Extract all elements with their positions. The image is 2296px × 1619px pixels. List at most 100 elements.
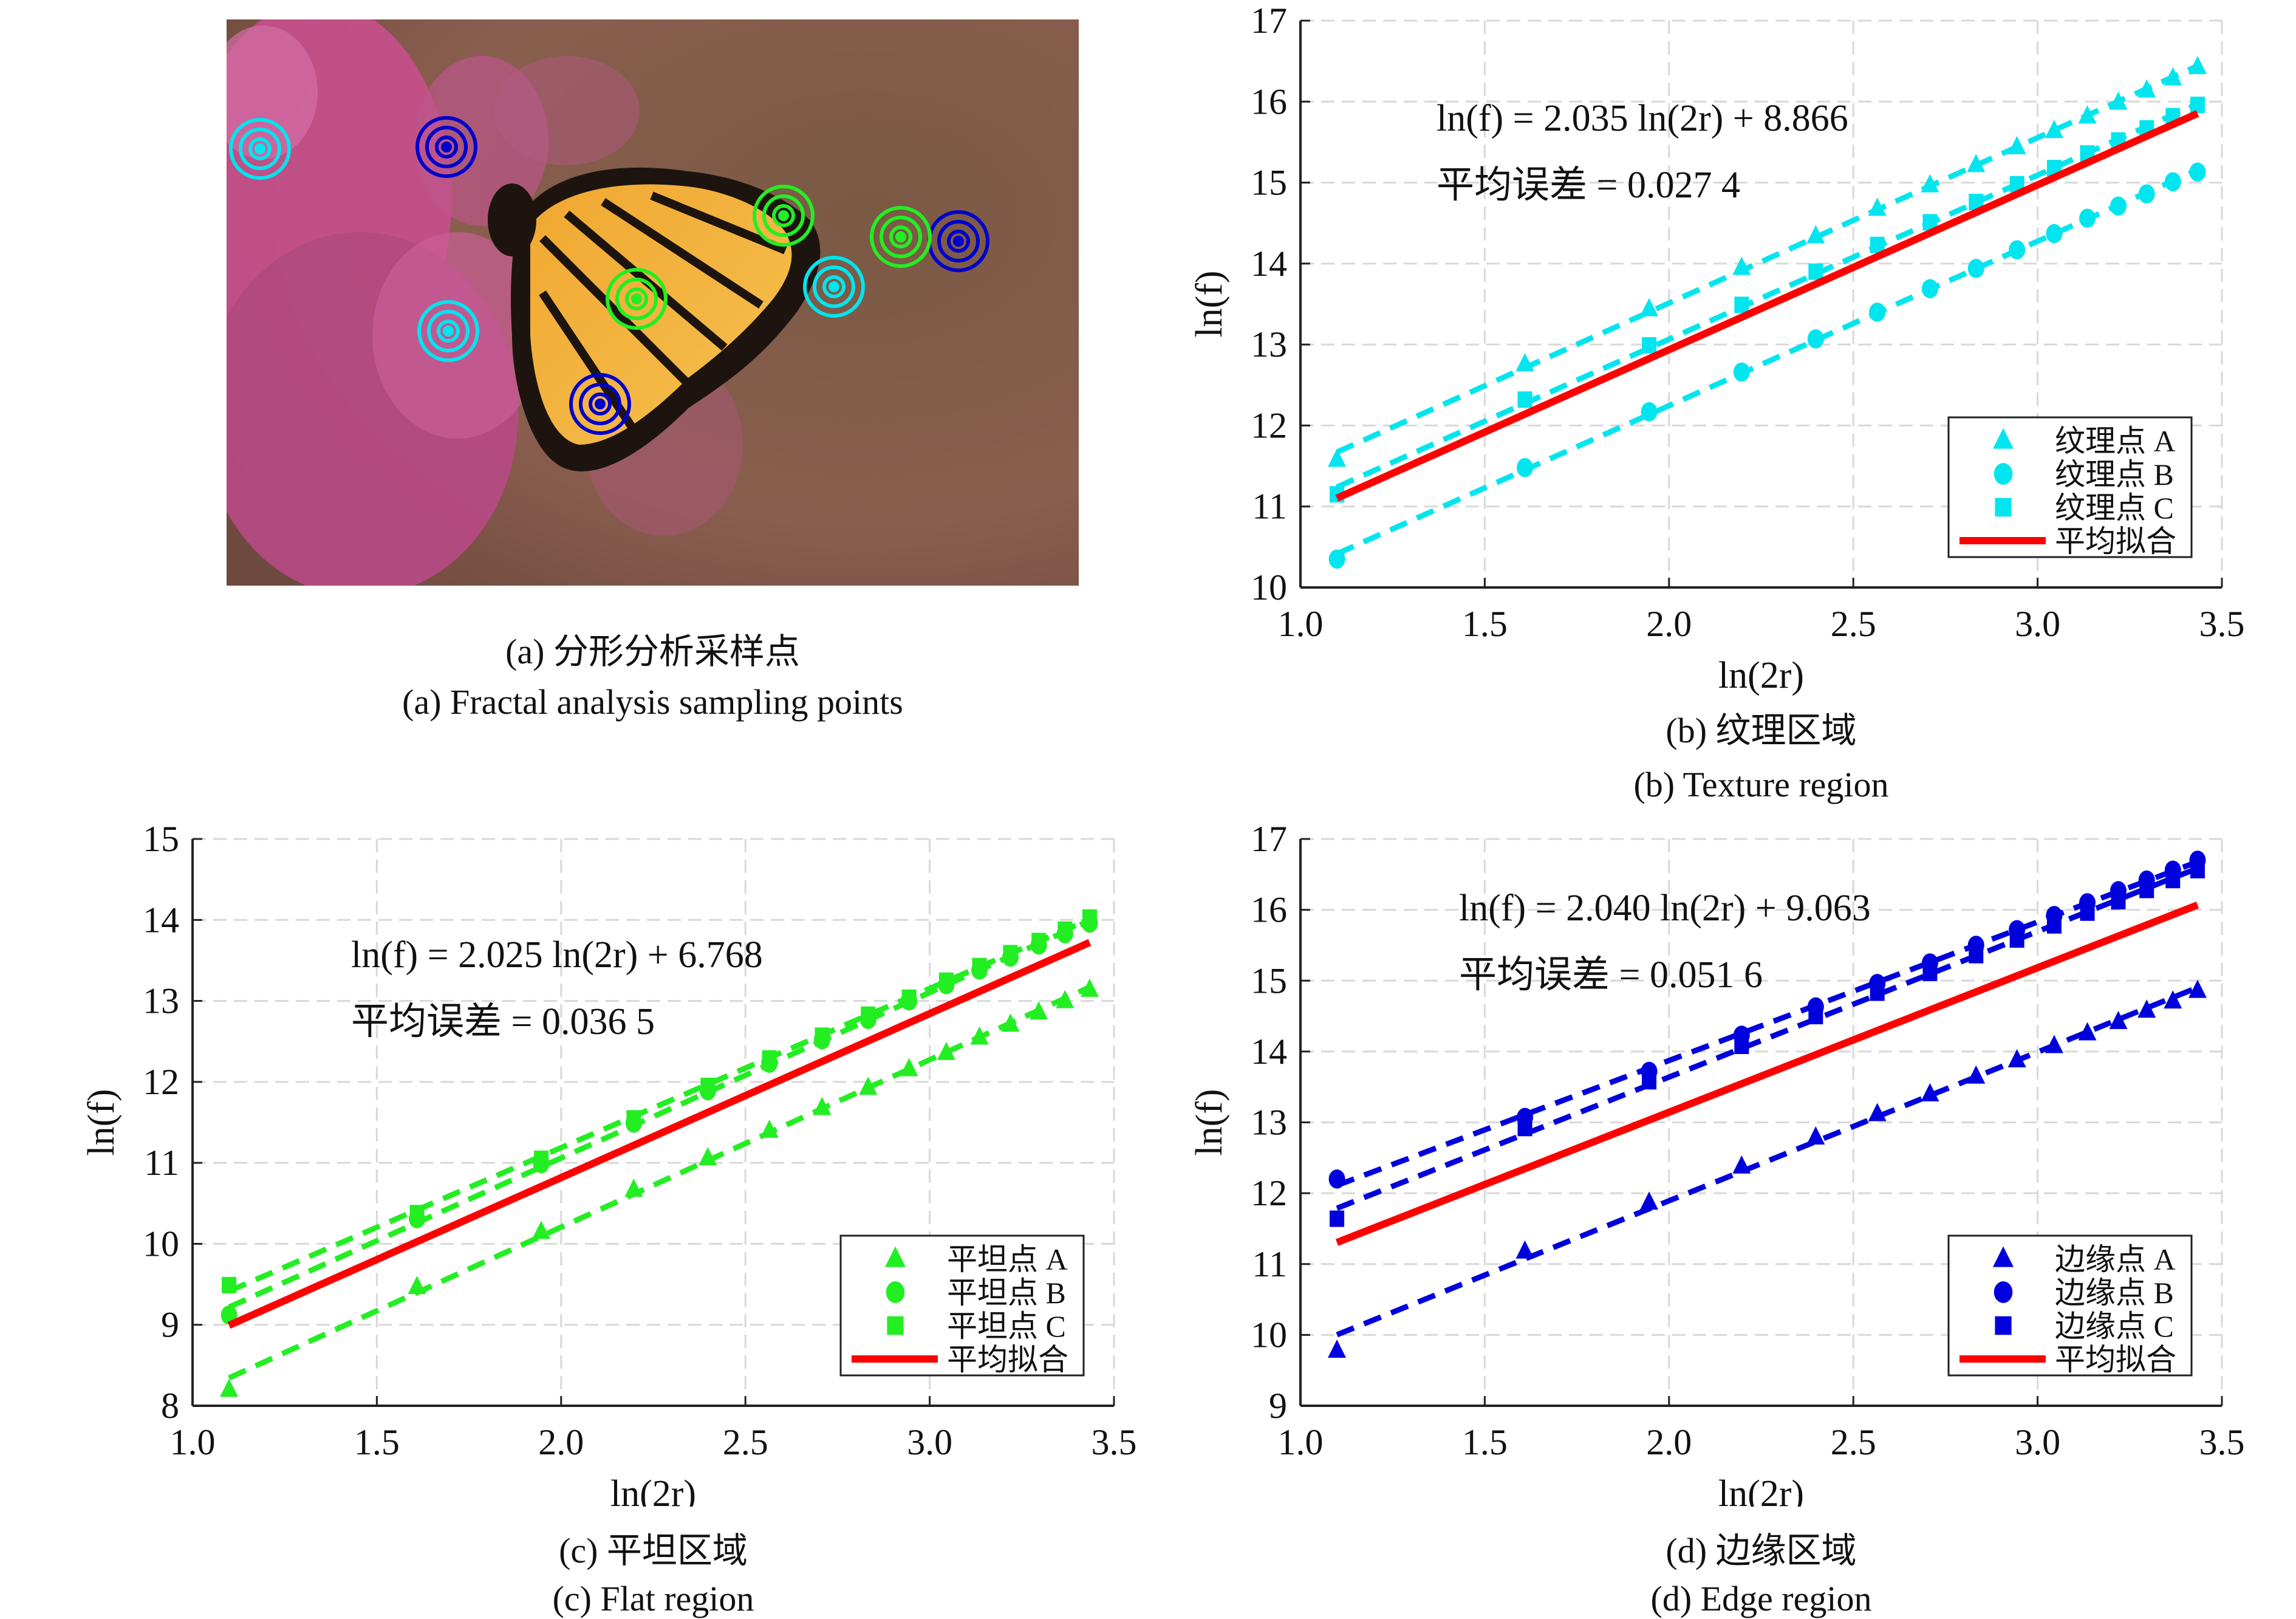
data-point-triangle [937, 1041, 955, 1060]
y-tick-label: 15 [143, 819, 179, 859]
x-tick-label: 2.5 [723, 1422, 768, 1462]
y-tick-label: 13 [143, 981, 179, 1021]
data-point-triangle [1921, 1083, 1939, 1101]
data-point-triangle [1732, 1155, 1751, 1174]
x-tick-label: 2.0 [1646, 604, 1692, 644]
series-3 [222, 909, 1097, 1294]
data-point-triangle [2137, 79, 2156, 98]
data-point-square [972, 957, 987, 974]
legend-label: 边缘点 A [2055, 1242, 2176, 1276]
data-point-triangle [1640, 298, 1659, 317]
sampling-marker-flat [870, 206, 932, 268]
legend-box [839, 1234, 1085, 1377]
data-point-circle [1807, 329, 1824, 349]
y-tick-label: 12 [1251, 405, 1287, 445]
y-tick-label: 17 [1251, 1, 1287, 41]
data-point-triangle [1328, 1340, 1347, 1358]
mean-fit-line [1335, 110, 2199, 502]
data-point-square [2046, 917, 2062, 934]
series-fit-line [1336, 167, 2199, 556]
data-point-triangle [2137, 999, 2156, 1018]
data-point-triangle [2045, 1035, 2063, 1053]
legend-label-fit: 平均拟合 [947, 1343, 1068, 1377]
mean-fit-line [227, 939, 1092, 1329]
y-tick-label: 10 [1251, 1315, 1287, 1355]
data-point-square [409, 1205, 425, 1222]
data-point-square [2111, 893, 2126, 910]
data-point-square [901, 989, 917, 1006]
caption-b-en: (b) Texture region [1633, 765, 1889, 804]
series-2 [1328, 162, 2206, 569]
data-point-square [1031, 933, 1047, 950]
caption-d-en: (d) Edge region [1650, 1579, 1872, 1618]
data-point-circle [1641, 402, 1658, 422]
data-point-triangle [1080, 978, 1099, 997]
x-tick-label: 3.5 [2199, 1422, 2245, 1462]
data-point-triangle [1640, 1191, 1659, 1210]
legend-marker-square-square [1995, 498, 2012, 517]
data-point-triangle [532, 1220, 551, 1239]
x-tick-label: 1.5 [354, 1422, 400, 1462]
data-point-square [1922, 964, 1938, 981]
y-tick-label: 9 [1269, 1386, 1287, 1426]
data-point-square [2080, 904, 2095, 921]
legend-label: 边缘点 C [2055, 1309, 2174, 1343]
legend-marker-square-square [887, 1316, 904, 1335]
data-point-square [815, 1027, 830, 1044]
y-tick-label: 15 [1251, 960, 1287, 1001]
legend-label-fit: 平均拟合 [2055, 524, 2176, 558]
sampling-marker-flat [753, 185, 815, 247]
data-point-triangle [2007, 1049, 2026, 1067]
caption-b-cn: (b) 纹理区域 [1666, 711, 1857, 750]
data-point-triangle [2188, 55, 2207, 74]
data-point-triangle [2164, 990, 2182, 1009]
data-point-triangle [1921, 174, 1939, 193]
legend-label: 纹理点 B [2055, 457, 2174, 491]
legend-marker-triangle-triangle [885, 1246, 906, 1267]
data-point-square [1082, 909, 1097, 926]
data-point-square [2165, 872, 2181, 889]
data-point-square [626, 1110, 641, 1127]
data-point-triangle [859, 1076, 878, 1095]
data-point-square [1057, 921, 1073, 938]
data-point-square [1517, 391, 1532, 408]
data-point-triangle [1515, 353, 1534, 372]
y-tick-label: 16 [1251, 81, 1287, 122]
series-1 [1328, 55, 2207, 467]
data-point-triangle [2164, 67, 2182, 86]
data-point-triangle [1806, 225, 1825, 244]
fit-equation: ln(f) = 2.035 ln(2r) + 8.866 [1437, 98, 1848, 139]
sampling-marker-texture [417, 300, 479, 362]
y-axis-label: ln(f) [1189, 1089, 1230, 1155]
legend-label: 平坦点 A [947, 1242, 1068, 1276]
data-point-triangle [408, 1276, 426, 1295]
data-point-square [1642, 1073, 1657, 1090]
mean-fit-line [1335, 902, 2199, 1246]
data-point-triangle [1001, 1013, 1020, 1032]
data-point-triangle [2188, 979, 2207, 998]
data-point-square [1734, 296, 1749, 313]
x-tick-label: 1.0 [1278, 604, 1324, 644]
chart-edge-region: 1.0 1.5 2.0 2.5 3.0 3.5 9 10 11 12 13 14 15 16 17 ln(2r… [1189, 819, 2245, 1507]
data-point-square [1870, 984, 1885, 1001]
y-tick-label: 14 [143, 900, 179, 940]
data-point-triangle [1967, 1065, 1986, 1084]
data-point-square [2139, 881, 2154, 898]
data-point-circle [1733, 362, 1750, 382]
y-tick-label: 15 [1251, 163, 1287, 203]
data-point-circle [1921, 279, 1938, 298]
data-point-triangle [2078, 1022, 2097, 1041]
x-tick-label: 1.0 [170, 1422, 216, 1462]
y-tick-label: 14 [1251, 244, 1287, 284]
legend-box [1947, 416, 2193, 558]
caption-d-cn: (d) 边缘区域 [1666, 1531, 1857, 1570]
legend-marker-circle-circle [1994, 1281, 2013, 1303]
data-point-triangle [900, 1058, 918, 1076]
data-point-triangle [970, 1026, 989, 1045]
data-point-triangle [624, 1179, 643, 1197]
legend-marker-circle-circle [886, 1281, 905, 1303]
y-tick-label: 10 [1251, 567, 1287, 608]
data-point-circle [2189, 162, 2206, 182]
y-tick-label: 14 [1251, 1032, 1287, 1072]
